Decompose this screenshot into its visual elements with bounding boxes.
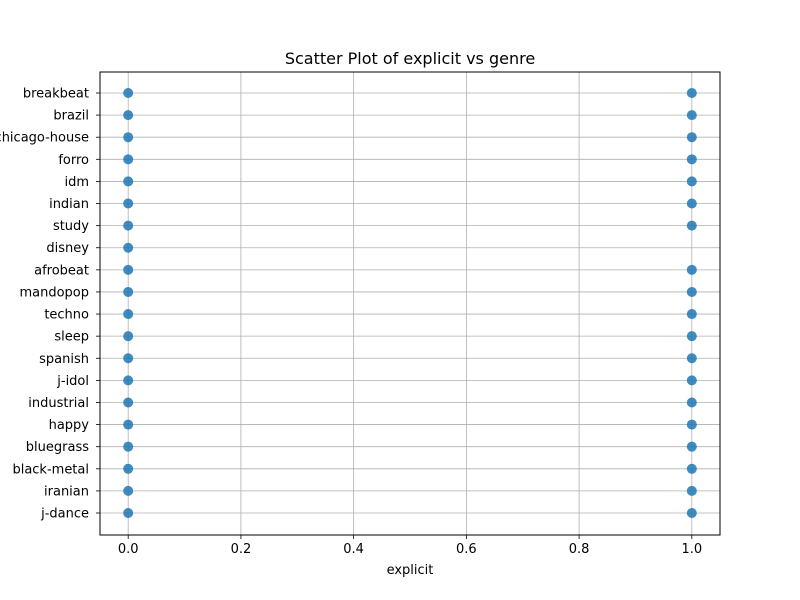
data-point (123, 463, 134, 474)
y-axis-ticks: breakbeat brazil chicago-house forro idm indi… (0, 87, 100, 522)
data-point (686, 463, 697, 474)
data-point (686, 419, 697, 430)
chart-title: Scatter Plot of explicit vs genre (285, 49, 535, 68)
y-tick-label: mandopop (19, 285, 89, 300)
data-point (123, 176, 134, 187)
y-tick-label: iranian (44, 484, 89, 499)
x-axis-ticks: 0.0 0.2 0.4 0.6 0.8 1.0 (118, 535, 702, 557)
data-point (686, 441, 697, 452)
data-point (686, 353, 697, 364)
data-point (686, 375, 697, 386)
data-point (686, 198, 697, 209)
data-point (123, 353, 134, 364)
data-point (123, 264, 134, 275)
x-axis-label: explicit (387, 563, 434, 578)
data-point (686, 309, 697, 320)
y-tick-label: j-idol (56, 374, 89, 389)
y-tick-label: indian (49, 197, 89, 212)
y-tick-label: sleep (54, 330, 89, 345)
y-tick-label: j-dance (40, 507, 89, 522)
x-tick-label: 0.6 (456, 542, 477, 557)
x-tick-label: 0.8 (569, 542, 590, 557)
data-point (123, 485, 134, 496)
data-point (123, 375, 134, 386)
data-point (686, 110, 697, 121)
data-point (686, 88, 697, 98)
data-point (686, 485, 697, 496)
y-tick-label: spanish (39, 352, 89, 367)
data-point (123, 132, 134, 143)
data-point (123, 397, 134, 408)
data-point (686, 286, 697, 297)
data-point (686, 508, 697, 518)
y-tick-label: disney (46, 241, 89, 256)
data-point (686, 220, 697, 231)
y-tick-label: study (53, 219, 89, 234)
data-point (123, 441, 134, 452)
data-point (123, 110, 134, 121)
data-point (123, 198, 134, 209)
y-tick-label: industrial (28, 396, 89, 411)
data-point (686, 154, 697, 165)
x-tick-label: 1.0 (681, 542, 702, 557)
data-point (686, 176, 697, 187)
data-point (123, 331, 134, 342)
data-point (123, 242, 134, 253)
data-point (686, 397, 697, 408)
y-tick-label: techno (44, 308, 89, 323)
plot-frame (99, 71, 721, 536)
grid-lines (100, 72, 720, 535)
y-tick-label: forro (58, 153, 89, 168)
y-tick-label: black-metal (12, 462, 89, 477)
data-point (686, 331, 697, 342)
data-point (123, 508, 134, 518)
data-point (123, 419, 134, 430)
y-tick-label: idm (64, 175, 89, 190)
data-point (123, 220, 134, 231)
y-tick-label: breakbeat (23, 87, 89, 102)
data-point (686, 132, 697, 143)
x-tick-label: 0.2 (231, 542, 252, 557)
y-tick-label: bluegrass (26, 440, 89, 455)
data-points (123, 88, 697, 518)
x-tick-label: 0.0 (118, 542, 139, 557)
x-tick-label: 0.4 (343, 542, 364, 557)
y-tick-label: brazil (53, 109, 89, 124)
data-point (123, 88, 134, 98)
y-tick-label: happy (49, 418, 90, 433)
data-point (123, 154, 134, 165)
data-point (123, 309, 134, 320)
y-tick-label: chicago-house (0, 131, 89, 146)
data-point (123, 286, 134, 297)
data-point (686, 264, 697, 275)
y-tick-label: afrobeat (34, 263, 89, 278)
